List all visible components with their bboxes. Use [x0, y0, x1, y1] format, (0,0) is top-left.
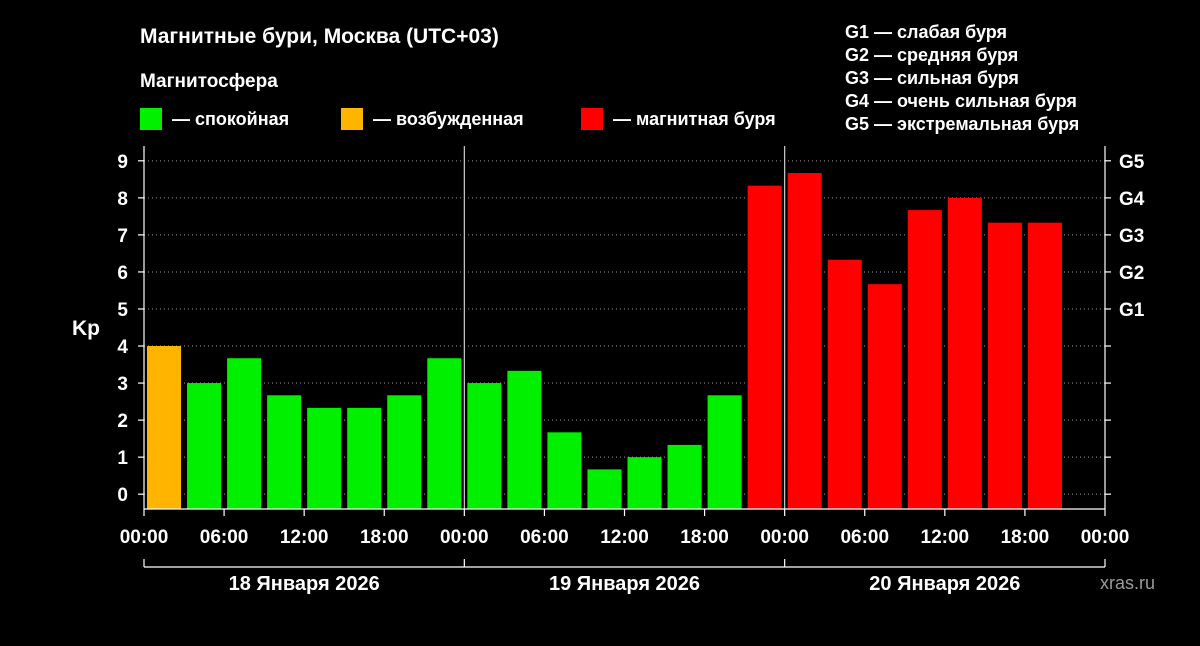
kp-bar-8 — [467, 383, 502, 509]
legend-item-active: — возбужденная — [341, 108, 524, 130]
legend-swatch-quiet — [140, 108, 162, 130]
storm-level-g3: G3 — сильная буря — [845, 68, 1019, 88]
y-tick-label-5: 5 — [117, 300, 128, 321]
g-level-label-G2: G2 — [1119, 263, 1144, 284]
g-level-label-G1: G1 — [1119, 300, 1145, 321]
legend-swatch-active — [341, 108, 363, 130]
x-tick-label-12: 00:00 — [1081, 527, 1130, 548]
day-label-1: 19 Января 2026 — [549, 573, 700, 595]
kp-bar-2 — [227, 358, 262, 509]
storm-level-g4: G4 — очень сильная буря — [845, 91, 1077, 111]
kp-bar-5 — [347, 407, 382, 509]
y-tick-label-6: 6 — [117, 263, 128, 284]
x-tick-label-9: 06:00 — [840, 527, 889, 548]
kp-bar-17 — [827, 259, 862, 509]
kp-bar-1 — [187, 383, 222, 509]
x-tick-label-10: 12:00 — [921, 527, 970, 548]
storm-level-g5: G5 — экстремальная буря — [845, 114, 1080, 134]
x-tick-label-5: 06:00 — [520, 527, 569, 548]
y-tick-label-3: 3 — [117, 374, 128, 395]
x-tick-label-11: 18:00 — [1001, 527, 1050, 548]
legend-swatch-storm — [581, 108, 603, 130]
x-tick-label-8: 00:00 — [760, 527, 809, 548]
x-tick-label-2: 12:00 — [280, 527, 329, 548]
kp-bar-4 — [307, 407, 342, 509]
x-tick-label-1: 06:00 — [200, 527, 249, 548]
watermark: xras.ru — [1100, 573, 1155, 593]
kp-bar-6 — [387, 395, 422, 509]
kp-bar-18 — [867, 284, 902, 509]
storm-level-legend: G1 — слабая буря G2 — средняя буря G3 — … — [845, 21, 1079, 136]
kp-bar-7 — [427, 358, 462, 509]
kp-bar-11 — [587, 469, 622, 509]
storm-level-g1: G1 — слабая буря — [845, 22, 1008, 42]
legend-item-quiet: — спокойная — [140, 108, 289, 130]
kp-bar-9 — [507, 370, 542, 509]
y-tick-label-7: 7 — [117, 226, 128, 247]
day-label-2: 20 Января 2026 — [869, 573, 1020, 595]
y-tick-label-1: 1 — [117, 448, 128, 469]
legend-label-quiet: — спокойная — [172, 108, 290, 129]
kp-bar-22 — [1027, 222, 1062, 509]
kp-bar-0 — [147, 346, 182, 509]
kp-bar-15 — [747, 185, 782, 509]
kp-bar-21 — [987, 222, 1022, 509]
day-label-0: 18 Января 2026 — [229, 573, 380, 595]
g-level-label-G5: G5 — [1119, 152, 1145, 173]
chart-title: Магнитные бури, Москва (UTC+03) — [140, 25, 499, 48]
y-tick-label-9: 9 — [117, 152, 128, 173]
g-level-label-G3: G3 — [1119, 226, 1144, 247]
y-tick-label-4: 4 — [117, 337, 128, 358]
kp-bar-10 — [547, 432, 582, 509]
y-tick-label-8: 8 — [117, 189, 128, 210]
x-tick-label-7: 18:00 — [680, 527, 729, 548]
storm-level-g2: G2 — средняя буря — [845, 45, 1019, 65]
x-tick-label-6: 12:00 — [600, 527, 649, 548]
legend-heading: Магнитосфера — [140, 71, 278, 92]
y-tick-label-0: 0 — [117, 485, 128, 506]
legend-label-active: — возбужденная — [373, 108, 524, 129]
legend-item-storm: — магнитная буря — [581, 108, 776, 130]
y-tick-label-2: 2 — [117, 411, 128, 432]
legend-label-storm: — магнитная буря — [613, 108, 776, 129]
x-tick-label-3: 18:00 — [360, 527, 409, 548]
g-level-label-G4: G4 — [1119, 189, 1145, 210]
x-tick-label-4: 00:00 — [440, 527, 489, 548]
kp-bar-16 — [787, 173, 822, 509]
kp-bar-13 — [667, 444, 702, 509]
y-axis-label: Kp — [72, 317, 100, 340]
kp-bar-20 — [947, 197, 982, 509]
kp-bar-14 — [707, 395, 742, 509]
kp-bar-12 — [627, 457, 662, 509]
kp-bar-3 — [267, 395, 302, 509]
x-tick-label-0: 00:00 — [120, 527, 169, 548]
kp-bar-19 — [907, 210, 942, 509]
